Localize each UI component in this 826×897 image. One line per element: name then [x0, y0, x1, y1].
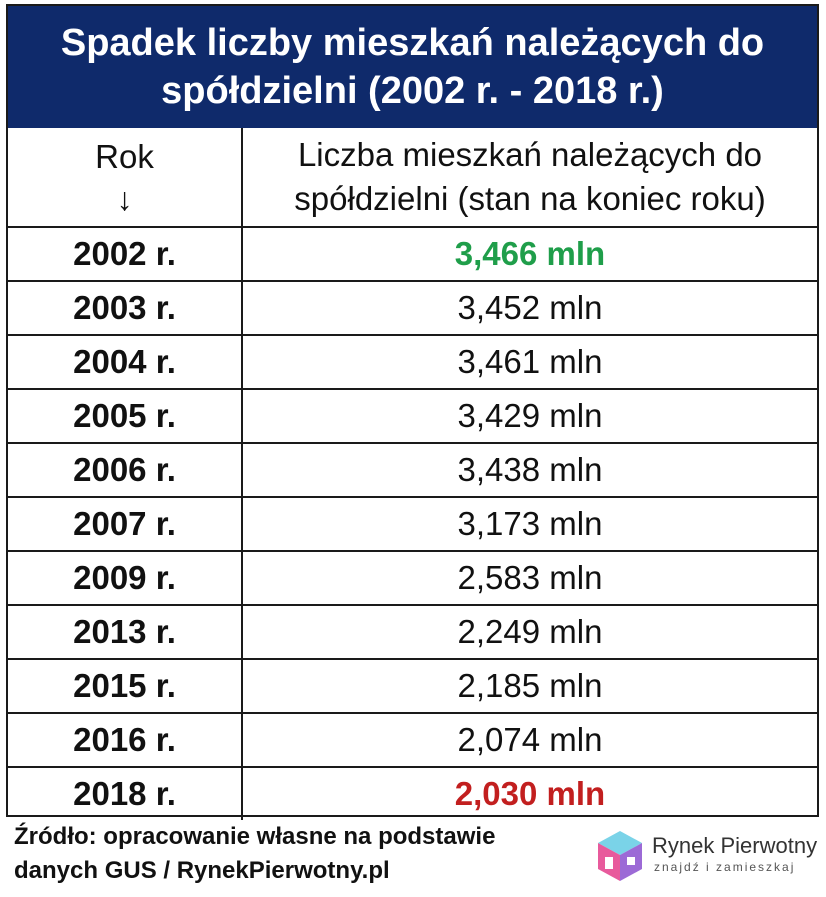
value-cell: 2,583 mln: [241, 550, 817, 606]
table-row: 2009 r. 2,583 mln: [8, 550, 817, 606]
header-row: Rok ↓ Liczba mieszkań należących do spół…: [8, 128, 817, 228]
header-count: Liczba mieszkań należących do spółdzieln…: [241, 128, 817, 228]
value-cell: 3,461 mln: [241, 334, 817, 390]
table-row: 2003 r. 3,452 mln: [8, 280, 817, 336]
year-cell: 2016 r.: [8, 712, 243, 768]
header-year: Rok ↓: [8, 128, 243, 228]
header-year-label: Rok: [95, 138, 154, 175]
value-cell: 3,438 mln: [241, 442, 817, 498]
title-line-2: spółdzielni (2002 r. - 2018 r.): [161, 70, 664, 112]
table-row: 2005 r. 3,429 mln: [8, 388, 817, 444]
data-table: Rok ↓ Liczba mieszkań należących do spół…: [8, 128, 817, 820]
year-cell: 2002 r.: [8, 226, 243, 282]
value-cell: 3,173 mln: [241, 496, 817, 552]
source-line-2: danych GUS / RynekPierwotny.pl: [14, 857, 390, 884]
source-line-1: Źródło: opracowanie własne na podstawie: [14, 823, 496, 850]
header-count-line-1: Liczba mieszkań należących do: [297, 136, 763, 173]
value-cell: 3,466 mln: [241, 226, 817, 282]
value-cell: 2,030 mln: [241, 766, 817, 820]
logo: Rynek Pierwotny znajdź i zamieszkaj: [596, 829, 818, 883]
year-cell: 2005 r.: [8, 388, 243, 444]
year-cell: 2018 r.: [8, 766, 243, 820]
table-row: 2018 r. 2,030 mln: [8, 766, 817, 820]
value-cell: 3,452 mln: [241, 280, 817, 336]
title-line-1: Spadek liczby mieszkań należących do: [60, 22, 765, 64]
table-row: 2002 r. 3,466 mln: [8, 226, 817, 282]
table-title: Spadek liczby mieszkań należących do spó…: [8, 6, 817, 128]
value-cell: 2,249 mln: [241, 604, 817, 660]
logo-tagline: znajdź i zamieszkaj: [654, 860, 796, 874]
logo-name: Rynek Pierwotny: [652, 833, 818, 858]
header-count-line-2: spółdzielni (stan na koniec roku): [294, 180, 766, 217]
table-row: 2007 r. 3,173 mln: [8, 496, 817, 552]
table-row: 2006 r. 3,438 mln: [8, 442, 817, 498]
table-frame: Spadek liczby mieszkań należących do spó…: [6, 4, 819, 820]
value-cell: 2,074 mln: [241, 712, 817, 768]
year-cell: 2015 r.: [8, 658, 243, 714]
year-cell: 2004 r.: [8, 334, 243, 390]
source-note: Źródło: opracowanie własne na podstawie …: [14, 820, 594, 888]
table-row: 2004 r. 3,461 mln: [8, 334, 817, 390]
house-logo-icon: [598, 831, 642, 881]
year-cell: 2007 r.: [8, 496, 243, 552]
value-cell: 2,185 mln: [241, 658, 817, 714]
table-row: 2016 r. 2,074 mln: [8, 712, 817, 768]
year-cell: 2009 r.: [8, 550, 243, 606]
table-row: 2015 r. 2,185 mln: [8, 658, 817, 714]
year-cell: 2013 r.: [8, 604, 243, 660]
year-cell: 2006 r.: [8, 442, 243, 498]
year-cell: 2003 r.: [8, 280, 243, 336]
arrow-down-icon: ↓: [116, 181, 133, 217]
value-cell: 3,429 mln: [241, 388, 817, 444]
table-row: 2013 r. 2,249 mln: [8, 604, 817, 660]
